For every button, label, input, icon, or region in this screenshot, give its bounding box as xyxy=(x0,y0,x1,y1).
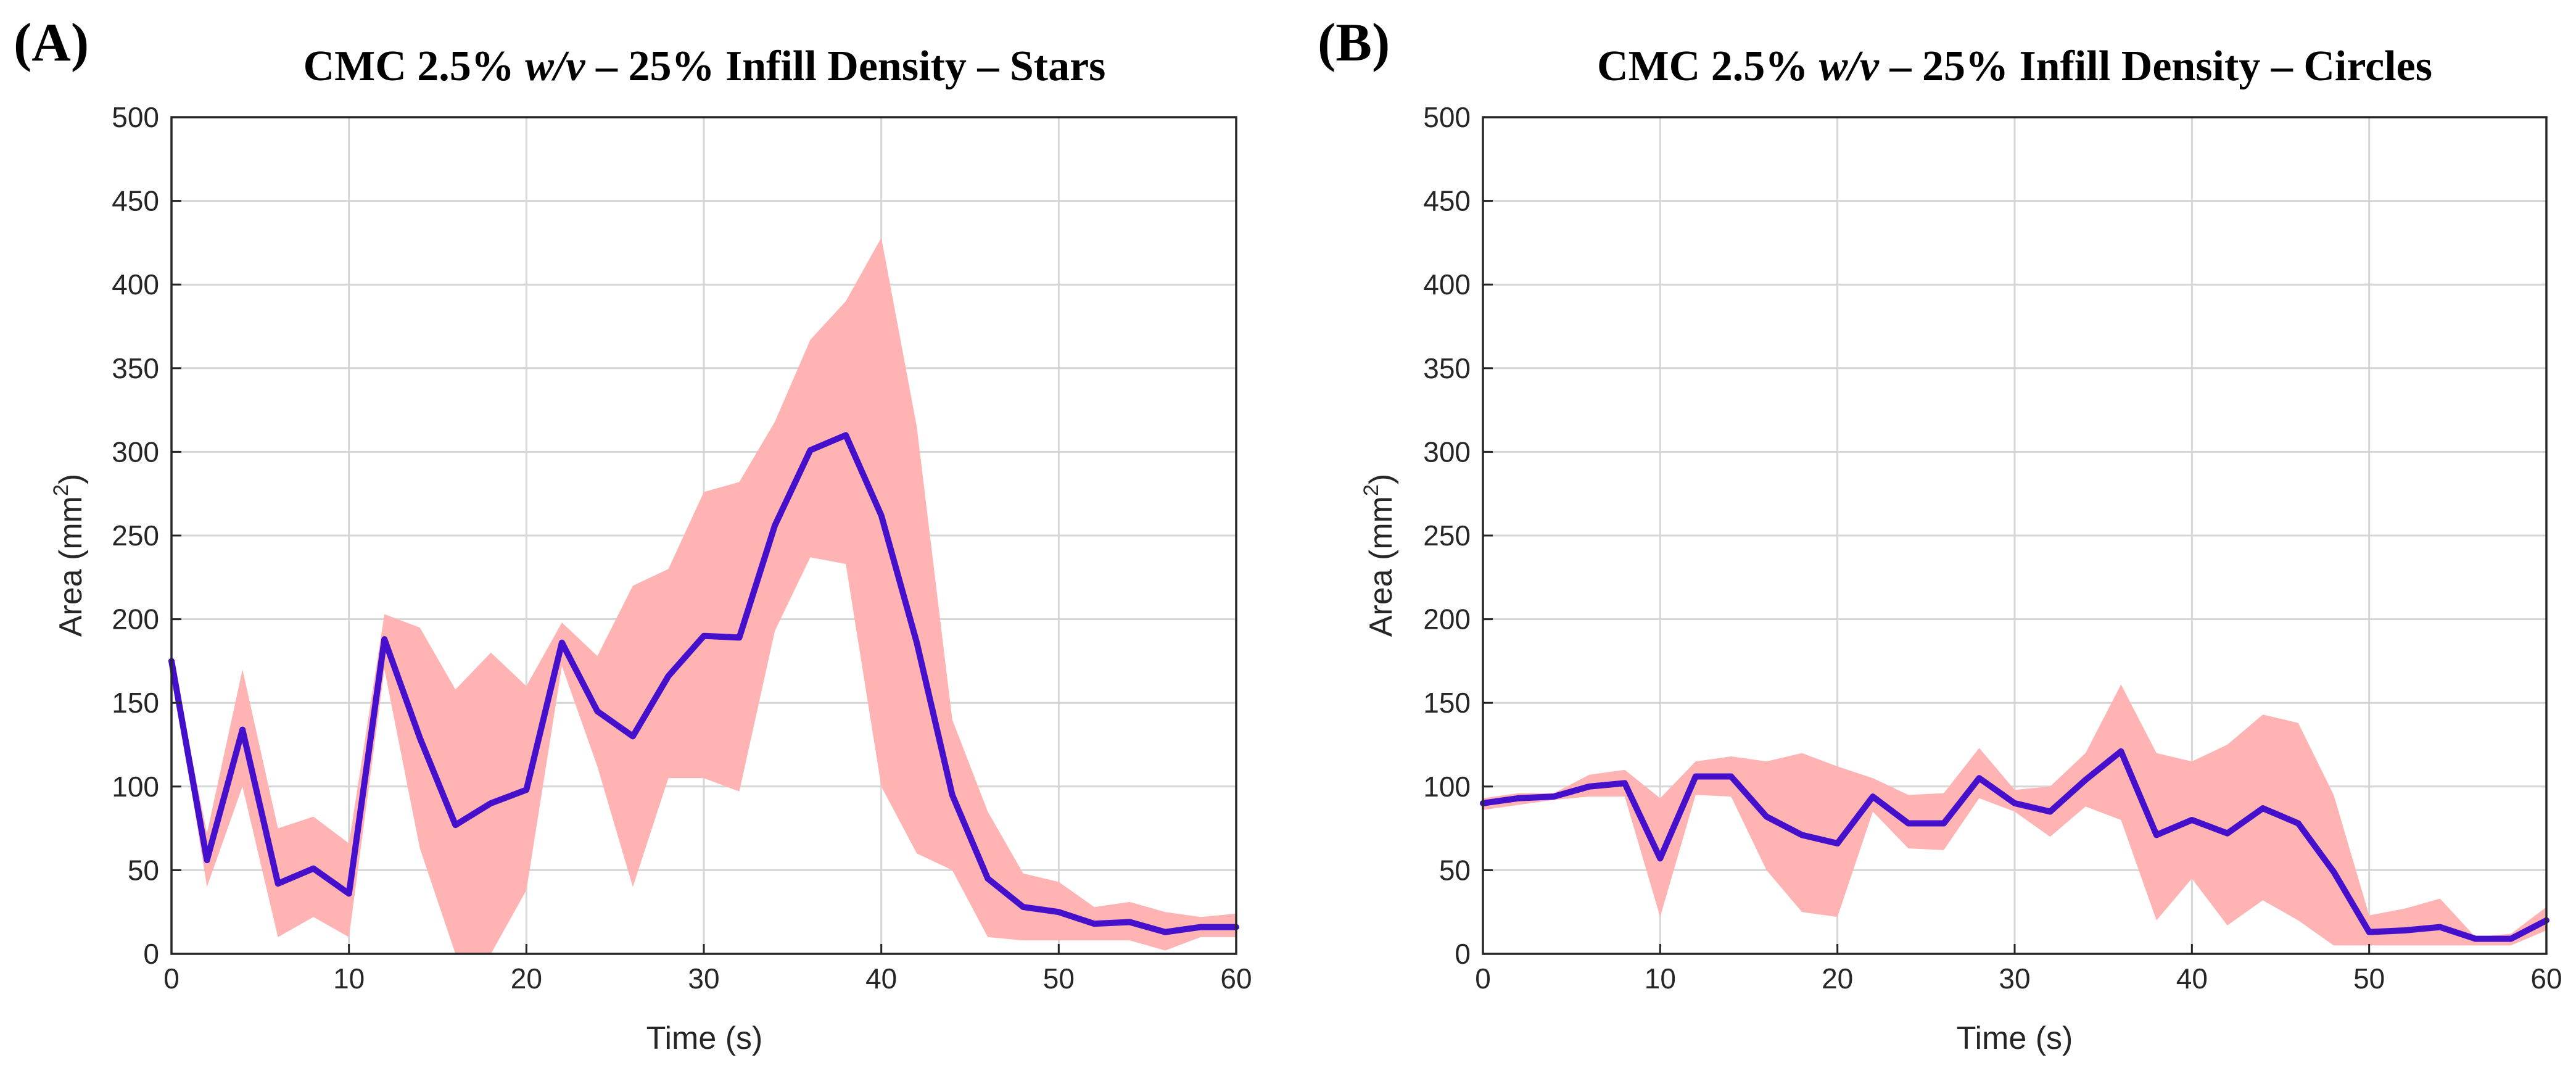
y-axis-label-a: Area (mm2) xyxy=(49,474,89,637)
y-tick-label: 500 xyxy=(1423,101,1471,133)
y-tick-label: 250 xyxy=(112,519,159,552)
x-tick-label: 60 xyxy=(1220,962,1252,995)
chart-panel-b: (B) CMC 2.5% w/v – 25% Infill Density – … xyxy=(1318,13,2562,1056)
y-tick-label: 0 xyxy=(143,938,159,970)
error-band-b xyxy=(1483,684,2546,946)
x-tick-label: 20 xyxy=(1822,962,1853,995)
x-axis-label-b: Time (s) xyxy=(1957,1020,2073,1056)
x-tick-label: 0 xyxy=(163,962,180,995)
chart-panel-a: (A) CMC 2.5% w/v – 25% Infill Density – … xyxy=(14,13,1252,1056)
x-tick-label: 60 xyxy=(2530,962,2562,995)
x-tick-label: 20 xyxy=(511,962,542,995)
ticks-a: 0 10 20 30 40 50 60 0 50 100 150 200 250 300 350 400 450… xyxy=(112,101,1252,995)
y-tick-label: 450 xyxy=(112,185,159,217)
x-tick-label: 10 xyxy=(1645,962,1676,995)
x-tick-label: 50 xyxy=(2353,962,2385,995)
y-tick-label: 100 xyxy=(1423,771,1471,803)
x-tick-label: 30 xyxy=(1999,962,2030,995)
y-axis-label-b: Area (mm2) xyxy=(1360,474,1399,637)
y-tick-label: 300 xyxy=(1423,436,1471,468)
x-axis-label-a: Time (s) xyxy=(646,1020,763,1056)
y-tick-label: 200 xyxy=(1423,603,1471,635)
y-tick-label: 450 xyxy=(1423,185,1471,217)
y-tick-label: 250 xyxy=(1423,519,1471,552)
y-tick-label: 50 xyxy=(128,854,159,886)
y-tick-label: 350 xyxy=(112,352,159,384)
gridlines-b xyxy=(1483,117,2546,954)
y-tick-label: 150 xyxy=(112,687,159,719)
x-tick-label: 30 xyxy=(688,962,719,995)
y-tick-label: 200 xyxy=(112,603,159,635)
chart-title-a: CMC 2.5% w/v – 25% Infill Density – Star… xyxy=(303,43,1106,90)
x-tick-label: 40 xyxy=(865,962,897,995)
y-tick-label: 300 xyxy=(112,436,159,468)
mean-line-a xyxy=(168,432,1239,935)
chart-title-b: CMC 2.5% w/v – 25% Infill Density – Circ… xyxy=(1597,43,2432,90)
x-tick-label: 40 xyxy=(2176,962,2208,995)
y-tick-label: 0 xyxy=(1455,938,1471,970)
y-tick-label: 400 xyxy=(1423,268,1471,300)
ticks-b: 0 10 20 30 40 50 60 0 50 100 150 200 250 300 350 400 450… xyxy=(1423,101,2562,995)
y-tick-label: 150 xyxy=(1423,687,1471,719)
y-tick-label: 500 xyxy=(112,101,159,133)
y-tick-label: 50 xyxy=(1439,854,1471,886)
x-tick-label: 50 xyxy=(1043,962,1075,995)
x-tick-label: 10 xyxy=(333,962,365,995)
y-tick-label: 100 xyxy=(112,771,159,803)
x-tick-label: 0 xyxy=(1475,962,1491,995)
panel-letter-b: (B) xyxy=(1318,13,1390,73)
mean-line-b xyxy=(1480,748,2549,942)
y-tick-label: 400 xyxy=(112,268,159,300)
y-tick-label: 350 xyxy=(1423,352,1471,384)
panel-letter-a: (A) xyxy=(14,13,89,73)
